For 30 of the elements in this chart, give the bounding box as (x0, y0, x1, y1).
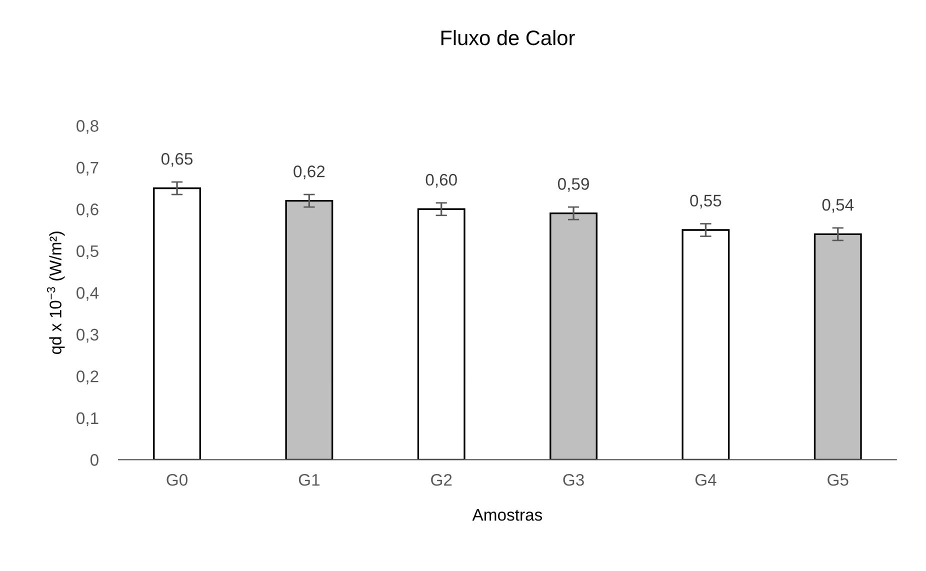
y-tick-label: 0,8 (76, 120, 98, 134)
data-label: 0,59 (558, 178, 589, 192)
x-tick-label: G3 (563, 474, 584, 486)
data-label: 0,62 (294, 166, 325, 180)
x-tick-label: G0 (166, 474, 188, 486)
x-tick-label: G2 (431, 474, 452, 486)
bar (285, 200, 334, 460)
y-axis-title: qd x 10$^{−3}$ (W/m²) (46, 232, 65, 354)
x-axis-title: Amostras (472, 509, 542, 521)
data-label: 0,54 (822, 198, 854, 213)
chart-title: Fluxo de Calor (441, 30, 575, 46)
data-label: 0,60 (426, 174, 457, 188)
x-tick-label: G1 (298, 474, 320, 486)
data-label: 0,55 (690, 194, 722, 209)
bar (550, 212, 598, 460)
y-tick-label: 0,1 (76, 412, 98, 426)
y-tick-label: 0,3 (76, 328, 98, 343)
bar (417, 208, 466, 460)
x-tick-label: G5 (828, 474, 848, 486)
data-label: 0,65 (161, 153, 193, 167)
x-tick-label: G4 (695, 474, 716, 486)
bar (682, 229, 730, 460)
bar (153, 187, 201, 460)
y-tick-label: 0,2 (76, 370, 98, 384)
y-tick-label: 0,7 (76, 162, 98, 176)
y-tick-label: 0 (90, 454, 98, 466)
bar (814, 233, 862, 460)
y-tick-label: 0,5 (76, 245, 98, 260)
y-tick-label: 0,4 (76, 287, 99, 301)
y-tick-label: 0,6 (76, 204, 98, 218)
